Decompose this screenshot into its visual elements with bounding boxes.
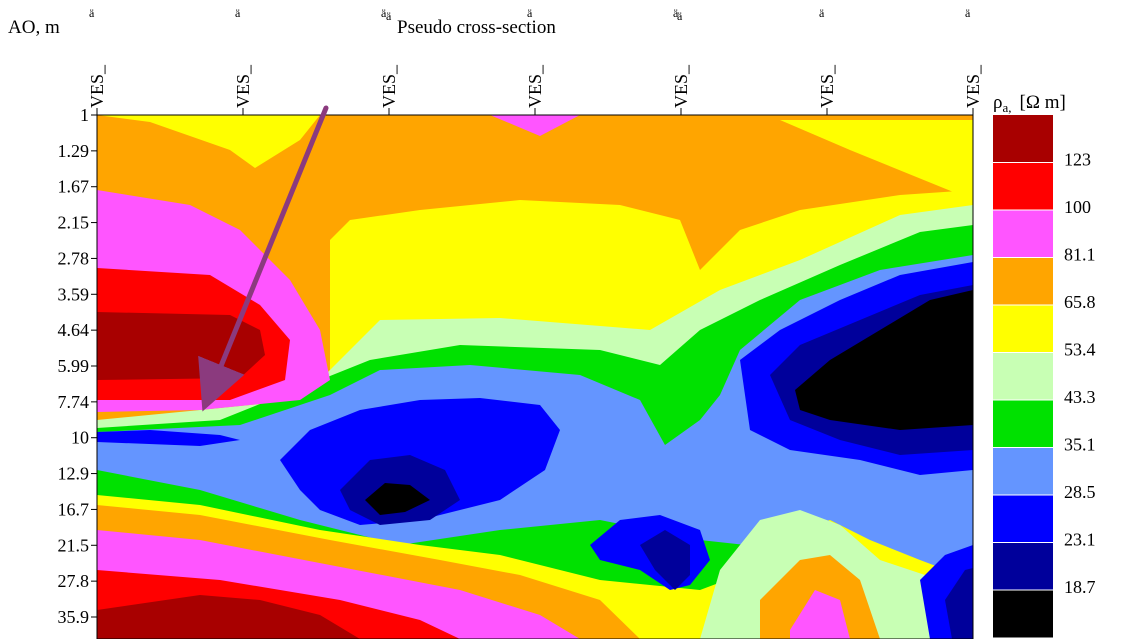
title-marker-right: ä [677, 9, 683, 23]
y-tick-label: 4.64 [58, 320, 90, 340]
colorbar-swatch [993, 590, 1053, 638]
x-tick-marker: ä [89, 6, 95, 20]
title-marker-left: ä [386, 9, 392, 23]
colorbar-swatch [993, 210, 1053, 258]
colorbar-swatch [993, 352, 1053, 400]
y-tick-label: 2.15 [58, 213, 90, 233]
y-tick-label: 1 [80, 105, 89, 125]
colorbar-level-label: 28.5 [1064, 482, 1096, 502]
colorbar-level-label: 35.1 [1064, 435, 1096, 455]
y-tick-label: 5.99 [58, 356, 90, 376]
x-axis-labels: VES_ ä VES_ ä VES_ ä VES_ ä VES_ ä VES_ ä VES_ ä [87, 6, 983, 115]
x-tick-marker: ä [673, 6, 679, 20]
colorbar-level-label: 65.8 [1064, 292, 1096, 312]
y-tick-label: 12.9 [58, 464, 90, 484]
x-tick-marker: ä [527, 6, 533, 20]
x-tick-marker: ä [235, 6, 241, 20]
colorbar-swatch [993, 305, 1053, 353]
y-axis-ticks: 1 1.29 1.67 2.15 2.78 3.59 4.64 5.99 7.74 10 12.9 1… [58, 105, 97, 627]
colorbar-level-label: 23.1 [1064, 530, 1096, 550]
y-tick-label: 1.67 [58, 177, 90, 197]
y-tick-label: 16.7 [58, 499, 90, 519]
colorbar-subscript: a, [1002, 100, 1011, 115]
y-tick-label: 35.9 [58, 607, 90, 627]
x-tick-marker: ä [381, 6, 387, 20]
x-tick-label: VES_ [963, 64, 983, 108]
colorbar-level-label: 100 [1064, 197, 1091, 217]
x-tick-label: VES_ [87, 64, 107, 108]
colorbar-level-label: 18.7 [1064, 577, 1096, 597]
chart-title: Pseudo cross-section [397, 17, 556, 38]
y-tick-label: 7.74 [58, 392, 90, 412]
y-tick-label: 1.29 [58, 141, 90, 161]
x-tick-label: VES_ [817, 64, 837, 108]
x-tick-label: VES_ [525, 64, 545, 108]
y-tick-label: 21.5 [58, 535, 90, 555]
y-tick-label: 10 [71, 428, 89, 448]
colorbar-symbol: ρ [993, 92, 1002, 113]
colorbar-level-label: 53.4 [1064, 340, 1096, 360]
colorbar-swatch [993, 400, 1053, 448]
y-tick-label: 27.8 [58, 571, 90, 591]
y-axis-title: AO, m [8, 17, 60, 38]
colorbar-swatch [993, 495, 1053, 543]
y-tick-label: 2.78 [58, 248, 90, 268]
colorbar-swatch [993, 162, 1053, 210]
x-tick-label: VES_ [233, 64, 253, 108]
colorbar: 123 100 81.1 65.8 53.4 43.3 35.1 28.5 23.1 18.7 [993, 115, 1096, 638]
colorbar-level-label: 43.3 [1064, 387, 1096, 407]
colorbar-level-label: 81.1 [1064, 245, 1096, 265]
y-tick-label: 3.59 [58, 284, 90, 304]
colorbar-swatch [993, 542, 1053, 590]
x-tick-label: VES_ [671, 64, 691, 108]
annotation-arrow [198, 105, 329, 412]
x-tick-marker: ä [965, 6, 971, 20]
chart-title-group: ä Pseudo cross-section ä [386, 9, 683, 38]
x-tick-label: VES_ [379, 64, 399, 108]
colorbar-title: ρa, [Ω m] [993, 92, 1066, 115]
x-tick-marker: ä [819, 6, 825, 20]
contour-field [97, 115, 973, 639]
colorbar-swatch [993, 447, 1053, 495]
colorbar-unit: [Ω m] [1020, 92, 1066, 113]
colorbar-swatch [993, 257, 1053, 305]
colorbar-level-label: 123 [1064, 150, 1091, 170]
colorbar-swatch [993, 115, 1053, 163]
